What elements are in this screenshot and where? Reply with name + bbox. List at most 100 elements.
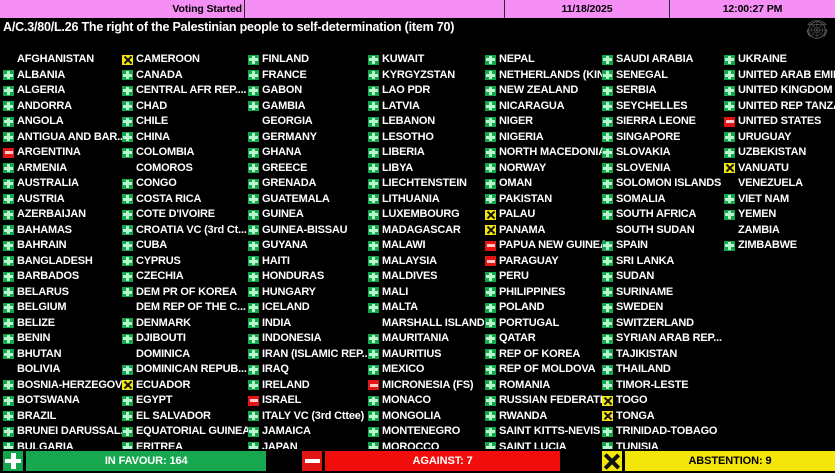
country-vote-row[interactable]: DEM REP OF THE C... <box>122 300 250 316</box>
country-vote-row[interactable]: BENIN <box>3 331 134 347</box>
country-vote-row[interactable]: IRAQ <box>248 362 370 378</box>
country-vote-row[interactable]: IRELAND <box>248 378 370 394</box>
country-vote-row[interactable]: LATVIA <box>368 99 492 115</box>
country-vote-row[interactable]: UNITED STATES <box>724 114 835 130</box>
country-vote-row[interactable]: NIGERIA <box>485 130 613 146</box>
country-vote-row[interactable]: ANDORRA <box>3 99 134 115</box>
country-vote-row[interactable]: SLOVENIA <box>602 161 722 177</box>
country-vote-row[interactable]: NORTH MACEDONIA <box>485 145 613 161</box>
country-vote-row[interactable]: SOUTH SUDAN <box>602 223 722 239</box>
country-vote-row[interactable]: DENMARK <box>122 316 250 332</box>
country-vote-row[interactable]: YEMEN <box>724 207 835 223</box>
country-vote-row[interactable]: CHILE <box>122 114 250 130</box>
country-vote-row[interactable]: LESOTHO <box>368 130 492 146</box>
country-vote-row[interactable]: EQUATORIAL GUINEA <box>122 424 250 440</box>
country-vote-row[interactable]: ARGENTINA <box>3 145 134 161</box>
country-vote-row[interactable]: SUDAN <box>602 269 722 285</box>
country-vote-row[interactable]: BELGIUM <box>3 300 134 316</box>
country-vote-row[interactable]: COTE D'IVOIRE <box>122 207 250 223</box>
country-vote-row[interactable]: IRAN (ISLAMIC REP... <box>248 347 370 363</box>
country-vote-row[interactable]: LIECHTENSTEIN <box>368 176 492 192</box>
country-vote-row[interactable]: BARBADOS <box>3 269 134 285</box>
country-vote-row[interactable]: CHINA <box>122 130 250 146</box>
country-vote-row[interactable]: KUWAIT <box>368 52 492 68</box>
country-vote-row[interactable]: RUSSIAN FEDERATI... <box>485 393 613 409</box>
country-vote-row[interactable]: MONACO <box>368 393 492 409</box>
country-vote-row[interactable]: MICRONESIA (FS) <box>368 378 492 394</box>
country-vote-row[interactable]: VENEZUELA <box>724 176 835 192</box>
country-vote-row[interactable]: TUNISIA <box>602 440 722 456</box>
country-vote-row[interactable]: MARSHALL ISLANDS <box>368 316 492 332</box>
country-vote-row[interactable]: EL SALVADOR <box>122 409 250 425</box>
country-vote-row[interactable]: BANGLADESH <box>3 254 134 270</box>
country-vote-row[interactable]: GABON <box>248 83 370 99</box>
country-vote-row[interactable]: MAURITIUS <box>368 347 492 363</box>
country-vote-row[interactable]: CENTRAL AFR REP.... <box>122 83 250 99</box>
country-vote-row[interactable]: NORWAY <box>485 161 613 177</box>
country-vote-row[interactable]: CANADA <box>122 68 250 84</box>
country-vote-row[interactable]: NEPAL <box>485 52 613 68</box>
country-vote-row[interactable]: GUINEA-BISSAU <box>248 223 370 239</box>
country-vote-row[interactable]: DEM PR OF KOREA <box>122 285 250 301</box>
country-vote-row[interactable]: JAMAICA <box>248 424 370 440</box>
country-vote-row[interactable]: GUINEA <box>248 207 370 223</box>
country-vote-row[interactable]: CAMEROON <box>122 52 250 68</box>
country-vote-row[interactable]: ZAMBIA <box>724 223 835 239</box>
country-vote-row[interactable]: SAUDI ARABIA <box>602 52 722 68</box>
country-vote-row[interactable]: SRI LANKA <box>602 254 722 270</box>
country-vote-row[interactable]: MOROCCO <box>368 440 492 456</box>
country-vote-row[interactable]: MAURITANIA <box>368 331 492 347</box>
country-vote-row[interactable]: ALGERIA <box>3 83 134 99</box>
country-vote-row[interactable]: SAINT KITTS-NEVIS <box>485 424 613 440</box>
country-vote-row[interactable]: GERMANY <box>248 130 370 146</box>
country-vote-row[interactable]: ANTIGUA AND BAR... <box>3 130 134 146</box>
country-vote-row[interactable]: ECUADOR <box>122 378 250 394</box>
country-vote-row[interactable]: BRAZIL <box>3 409 134 425</box>
country-vote-row[interactable]: REP OF KOREA <box>485 347 613 363</box>
country-vote-row[interactable]: MONGOLIA <box>368 409 492 425</box>
country-vote-row[interactable]: DOMINICA <box>122 347 250 363</box>
country-vote-row[interactable]: LUXEMBOURG <box>368 207 492 223</box>
country-vote-row[interactable]: COLOMBIA <box>122 145 250 161</box>
country-vote-row[interactable]: THAILAND <box>602 362 722 378</box>
country-vote-row[interactable]: ALBANIA <box>3 68 134 84</box>
country-vote-row[interactable]: NIGER <box>485 114 613 130</box>
country-vote-row[interactable]: SAINT LUCIA <box>485 440 613 456</box>
country-vote-row[interactable]: ITALY VC (3rd Cttee) <box>248 409 370 425</box>
country-vote-row[interactable]: PORTUGAL <box>485 316 613 332</box>
country-vote-row[interactable]: MEXICO <box>368 362 492 378</box>
country-vote-row[interactable]: FINLAND <box>248 52 370 68</box>
country-vote-row[interactable]: GREECE <box>248 161 370 177</box>
country-vote-row[interactable]: BAHAMAS <box>3 223 134 239</box>
country-vote-row[interactable]: SPAIN <box>602 238 722 254</box>
country-vote-row[interactable]: GUYANA <box>248 238 370 254</box>
country-vote-row[interactable]: QATAR <box>485 331 613 347</box>
country-vote-row[interactable]: BHUTAN <box>3 347 134 363</box>
country-vote-row[interactable]: BRUNEI DARUSSAL... <box>3 424 134 440</box>
country-vote-row[interactable]: KYRGYZSTAN <box>368 68 492 84</box>
country-vote-row[interactable]: MALTA <box>368 300 492 316</box>
country-vote-row[interactable]: BOLIVIA <box>3 362 134 378</box>
country-vote-row[interactable]: SYRIAN ARAB REP... <box>602 331 722 347</box>
country-vote-row[interactable]: NETHERLANDS (KIN... <box>485 68 613 84</box>
country-vote-row[interactable]: AUSTRALIA <box>3 176 134 192</box>
country-vote-row[interactable]: PALAU <box>485 207 613 223</box>
country-vote-row[interactable]: CHAD <box>122 99 250 115</box>
country-vote-row[interactable]: EGYPT <box>122 393 250 409</box>
country-vote-row[interactable]: SERBIA <box>602 83 722 99</box>
country-vote-row[interactable]: TRINIDAD-TOBAGO <box>602 424 722 440</box>
country-vote-row[interactable]: MALAWI <box>368 238 492 254</box>
country-vote-row[interactable]: BULGARIA <box>3 440 134 456</box>
country-vote-row[interactable]: FRANCE <box>248 68 370 84</box>
country-vote-row[interactable]: SLOVAKIA <box>602 145 722 161</box>
country-vote-row[interactable]: ERITREA <box>122 440 250 456</box>
country-vote-row[interactable]: GRENADA <box>248 176 370 192</box>
country-vote-row[interactable]: BOSNIA-HERZEGOVI... <box>3 378 134 394</box>
country-vote-row[interactable]: MADAGASCAR <box>368 223 492 239</box>
country-vote-row[interactable]: CONGO <box>122 176 250 192</box>
country-vote-row[interactable]: JAPAN <box>248 440 370 456</box>
country-vote-row[interactable]: SINGAPORE <box>602 130 722 146</box>
country-vote-row[interactable]: PHILIPPINES <box>485 285 613 301</box>
country-vote-row[interactable]: UKRAINE <box>724 52 835 68</box>
country-vote-row[interactable]: UNITED REP TANZA. <box>724 99 835 115</box>
